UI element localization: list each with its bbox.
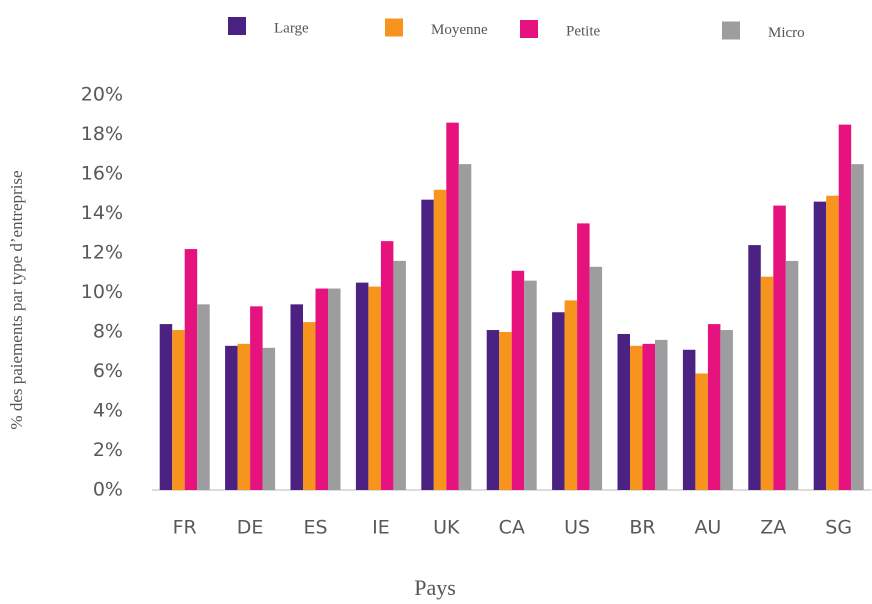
y-tick-label: 0% (93, 479, 123, 501)
bar (380, 241, 394, 490)
y-tick-label: 18% (81, 123, 123, 145)
bar (642, 343, 655, 490)
legend-label: Petite (566, 23, 601, 39)
x-tick-label: BR (629, 517, 655, 539)
bar (630, 345, 643, 490)
y-tick-label: 12% (81, 242, 123, 264)
legend-swatch (385, 18, 403, 37)
bar (826, 195, 839, 490)
x-tick-label: US (564, 517, 590, 539)
bar (577, 223, 590, 490)
legend-label: Large (274, 20, 309, 36)
bar (328, 288, 341, 490)
bar (486, 330, 500, 490)
bar (159, 324, 173, 490)
bar (421, 199, 434, 491)
y-tick-label: 6% (93, 360, 123, 382)
y-tick-label: 14% (81, 202, 123, 224)
bar (655, 339, 668, 490)
legend-label: Moyenne (431, 22, 488, 38)
bar (499, 332, 512, 490)
bar (290, 304, 303, 490)
y-tick-label: 20% (81, 84, 123, 106)
x-tick-label: IE (372, 517, 390, 539)
bar (524, 280, 537, 490)
y-tick-label: 16% (81, 163, 123, 185)
x-tick-label: FR (173, 517, 197, 539)
bar (564, 300, 578, 490)
bar (617, 333, 630, 490)
x-tick-label: AU (694, 517, 721, 539)
y-axis-label: % des paiements par type d’entreprise (7, 170, 26, 429)
x-axis-label: Pays (414, 575, 456, 600)
bar (511, 270, 525, 490)
bar (250, 306, 263, 490)
legend-swatch (228, 17, 246, 35)
x-tick-label: CA (499, 517, 525, 539)
x-tick-label: DE (237, 517, 264, 539)
bar (303, 322, 316, 490)
bar (707, 324, 721, 490)
bar (393, 260, 406, 490)
bar (315, 288, 328, 490)
bar (851, 164, 864, 490)
bar (682, 349, 696, 490)
bar (760, 276, 774, 490)
x-tick-label: ES (303, 517, 327, 539)
bar (172, 330, 185, 490)
bar (225, 345, 238, 490)
legend-swatch (722, 21, 740, 40)
bar (720, 330, 733, 490)
legend-label: Micro (768, 25, 805, 41)
x-tick-label: ZA (760, 517, 786, 539)
bar (773, 205, 786, 490)
bar (355, 282, 369, 490)
y-tick-label: 2% (93, 439, 123, 461)
bar (458, 164, 472, 490)
y-tick-label: 4% (93, 400, 123, 422)
legend-swatch (520, 20, 538, 38)
bar (838, 124, 852, 490)
x-tick-label: SG (825, 517, 852, 539)
bar (446, 122, 459, 491)
bar (184, 249, 198, 490)
bar (589, 266, 603, 490)
y-tick-label: 8% (93, 321, 123, 343)
x-tick-label: UK (433, 517, 460, 539)
bar (237, 343, 251, 490)
bar (695, 373, 708, 490)
bar (262, 347, 276, 490)
bar (197, 304, 210, 490)
bar (368, 286, 381, 490)
bar (433, 189, 447, 491)
bar (813, 201, 827, 490)
bar (748, 245, 761, 490)
bar (785, 260, 799, 490)
bar (552, 312, 565, 490)
y-tick-label: 10% (81, 281, 123, 303)
